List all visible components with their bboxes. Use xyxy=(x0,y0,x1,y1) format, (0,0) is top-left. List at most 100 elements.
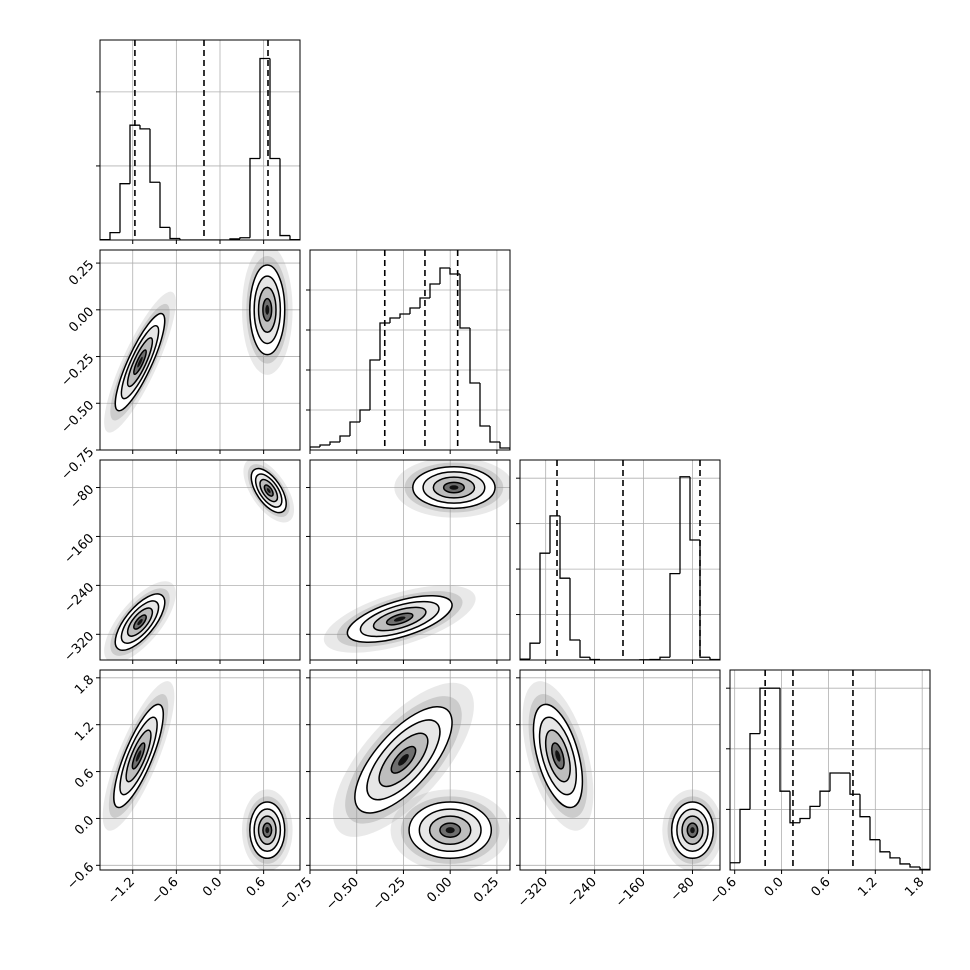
panel-frame xyxy=(99,459,301,661)
panel-content xyxy=(520,460,720,660)
histogram-step xyxy=(379,322,390,360)
histogram-step xyxy=(149,128,160,183)
histogram-step xyxy=(389,317,400,323)
panel xyxy=(729,669,931,871)
histogram-step xyxy=(779,688,790,792)
x-tick-label: −0.6 xyxy=(707,875,740,908)
histogram-step xyxy=(559,515,570,579)
panel xyxy=(309,459,511,661)
panel xyxy=(99,39,301,241)
histogram-step xyxy=(329,441,340,445)
histogram-step xyxy=(899,857,910,865)
density-peak xyxy=(555,750,561,762)
histogram-step xyxy=(119,183,130,233)
density-peak xyxy=(690,827,695,834)
density-peak xyxy=(137,618,143,626)
x-tick-label: −240 xyxy=(564,875,600,911)
panel xyxy=(519,669,721,871)
panel-frame xyxy=(729,669,931,871)
histogram-step xyxy=(799,817,810,823)
histogram-step xyxy=(109,231,120,240)
y-tick-label: −80 xyxy=(67,482,97,512)
histogram-step xyxy=(889,851,900,859)
density-peak xyxy=(266,488,271,494)
panel xyxy=(309,249,511,451)
histogram-step xyxy=(289,235,300,240)
x-tick-label: 0.25 xyxy=(471,875,502,906)
y-tick-label: 0.00 xyxy=(66,305,97,336)
histogram-step xyxy=(869,816,880,841)
density-peak xyxy=(449,485,459,490)
histogram-step xyxy=(129,124,140,184)
x-tick-label: −0.25 xyxy=(370,875,409,914)
density-peak xyxy=(137,356,143,368)
histogram-step xyxy=(689,476,700,541)
histogram-step xyxy=(539,552,550,644)
histogram-step xyxy=(319,444,330,447)
histogram-step xyxy=(829,772,840,792)
panel-frame xyxy=(519,669,721,871)
panel-content xyxy=(310,250,510,450)
x-tick-label: −80 xyxy=(668,875,698,905)
histogram-step xyxy=(730,862,740,870)
histogram-step xyxy=(239,237,250,239)
histogram-step xyxy=(279,158,290,237)
x-tick-label: 0.0 xyxy=(762,875,787,900)
histogram-step xyxy=(409,307,420,314)
histogram-step xyxy=(739,808,750,863)
histogram-step xyxy=(179,238,190,240)
histogram-step xyxy=(859,794,870,818)
histogram-step xyxy=(919,866,930,870)
histogram-step xyxy=(669,572,680,658)
y-tick-label: 1.2 xyxy=(72,719,97,744)
panel-content xyxy=(100,670,300,870)
y-tick-label: −0.75 xyxy=(59,445,98,484)
panel-content xyxy=(520,670,720,870)
panel-content xyxy=(310,460,510,660)
panel-content xyxy=(100,460,300,660)
x-tick-label: 0.6 xyxy=(809,875,834,900)
histogram-step xyxy=(659,656,670,660)
x-tick-label: 0.6 xyxy=(244,875,269,900)
histogram-step xyxy=(419,297,430,308)
histogram-step xyxy=(679,476,690,574)
y-tick-label: −320 xyxy=(61,629,97,665)
x-tick-label: 0.0 xyxy=(200,875,225,900)
panel xyxy=(309,669,511,871)
histogram-step xyxy=(489,426,500,443)
density-peak xyxy=(398,753,409,766)
histogram-step xyxy=(399,313,410,318)
x-tick-label: 1.8 xyxy=(902,875,927,900)
histogram-step xyxy=(249,157,260,238)
histogram-step xyxy=(529,642,540,660)
histogram-step xyxy=(549,515,560,554)
histogram-step xyxy=(520,658,530,660)
panel xyxy=(99,249,301,451)
histogram-step xyxy=(139,125,150,130)
histogram-step xyxy=(749,732,760,810)
histogram-step xyxy=(429,283,440,298)
panel-frame xyxy=(309,249,511,451)
histogram-step xyxy=(759,687,770,734)
x-tick-label: 1.2 xyxy=(855,875,880,900)
histogram-step xyxy=(310,446,320,450)
panel xyxy=(99,459,301,661)
panel-frame xyxy=(99,669,301,871)
panel-content xyxy=(310,670,510,870)
density-peak xyxy=(265,827,270,834)
histogram-step xyxy=(909,863,920,868)
histogram-step xyxy=(339,435,350,442)
panel-frame xyxy=(519,459,721,661)
y-tick-label: −0.50 xyxy=(59,398,98,437)
x-tick-label: −320 xyxy=(515,875,551,911)
histogram-step xyxy=(569,578,580,641)
histogram-step xyxy=(449,268,460,275)
panel-content xyxy=(100,250,300,450)
histogram-step xyxy=(819,790,830,807)
histogram-step xyxy=(879,839,890,853)
panel-content xyxy=(100,40,300,240)
panel-frame xyxy=(309,459,511,661)
y-tick-label: −0.25 xyxy=(59,351,98,390)
y-tick-label: 0.25 xyxy=(66,258,97,289)
x-tick-label: −160 xyxy=(613,875,649,911)
